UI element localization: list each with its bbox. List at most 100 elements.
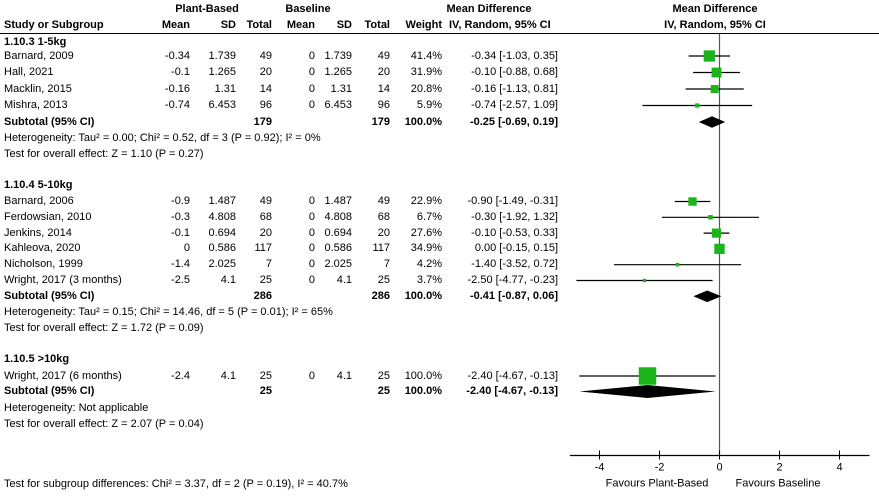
subtotal-diamond bbox=[693, 290, 722, 303]
study-cell: 0 bbox=[308, 66, 315, 78]
study-cell: -0.10 [-0.88, 0.68] bbox=[471, 66, 558, 78]
study-cell: 25 bbox=[259, 274, 272, 286]
subgroup-label: 1.10.3 1-5kg bbox=[4, 35, 67, 48]
study-cell: 7 bbox=[383, 258, 390, 271]
subtotal-weight: 100.0% bbox=[404, 289, 442, 302]
subtotal-total-plant: 286 bbox=[253, 289, 272, 302]
study-cell: -0.90 [-1.49, -0.31] bbox=[467, 195, 559, 207]
study-name: Kahleova, 2020 bbox=[4, 242, 81, 255]
study-cell: -0.3 bbox=[171, 210, 190, 223]
study-cell: 1.739 bbox=[324, 49, 352, 62]
study-cell: -2.40 [-4.67, -0.13] bbox=[467, 369, 559, 382]
subtotal-diamond bbox=[698, 116, 726, 128]
study-cell: 25 bbox=[377, 369, 390, 382]
study-cell: 20 bbox=[259, 66, 272, 78]
effect-square bbox=[638, 367, 657, 385]
study-name: Jenkins, 2014 bbox=[4, 226, 72, 239]
study-cell: 0 bbox=[308, 49, 315, 62]
study-cell: -0.30 [-1.92, 1.32] bbox=[471, 210, 558, 223]
subtotal-ci: -0.25 [-0.69, 0.19] bbox=[469, 115, 558, 128]
axis-tick-label: -2 bbox=[655, 462, 665, 474]
subtotal-weight: 100.0% bbox=[404, 385, 442, 397]
subtotal-ci: -0.41 [-0.87, 0.06] bbox=[469, 289, 558, 302]
study-cell: 20 bbox=[377, 226, 390, 239]
column-header-weight-6: Weight bbox=[405, 18, 442, 31]
plot-title-line1: Mean Difference bbox=[672, 3, 758, 15]
subgroup-label: 1.10.4 5-10kg bbox=[4, 179, 73, 191]
subtotal-label: Subtotal (95% CI) bbox=[4, 385, 95, 397]
study-cell: -2.4 bbox=[171, 369, 190, 382]
column-header-study: Study or Subgroup bbox=[4, 19, 104, 31]
study-cell: 6.7% bbox=[416, 210, 442, 223]
effect-square bbox=[711, 67, 722, 78]
study-cell: 20 bbox=[377, 66, 390, 78]
study-cell: 25 bbox=[259, 369, 272, 382]
study-cell: 4.808 bbox=[208, 210, 236, 223]
subtotal-total-baseline: 286 bbox=[371, 289, 390, 302]
subtotal-total-baseline: 25 bbox=[377, 385, 390, 397]
study-cell: 22.9% bbox=[410, 195, 442, 207]
study-cell: 0.00 [-0.15, 0.15] bbox=[474, 242, 558, 255]
study-cell: -2.50 [-4.77, -0.23] bbox=[467, 274, 559, 286]
study-cell: 49 bbox=[259, 195, 272, 207]
study-cell: 0 bbox=[308, 274, 315, 286]
subgroup-label: 1.10.5 >10kg bbox=[4, 353, 70, 365]
study-cell: -0.34 [-1.03, 0.35] bbox=[471, 49, 558, 62]
effect-square bbox=[675, 262, 680, 267]
header-separator-line bbox=[0, 32, 879, 35]
subtotal-diamond bbox=[579, 385, 716, 398]
axis-tick-label: -4 bbox=[595, 462, 605, 474]
study-cell: 5.9% bbox=[416, 99, 442, 111]
study-cell: 4.808 bbox=[324, 210, 352, 223]
column-header-sd-4: SD bbox=[336, 18, 352, 31]
study-cell: 100.0% bbox=[404, 369, 442, 382]
study-cell: 4.1 bbox=[220, 274, 236, 286]
study-name: Macklin, 2015 bbox=[4, 82, 72, 95]
study-cell: 1.487 bbox=[324, 195, 352, 207]
study-cell: 1.31 bbox=[330, 82, 352, 95]
heterogeneity-stats: Heterogeneity: Tau² = 0.15; Chi² = 14.46… bbox=[4, 306, 333, 319]
study-cell: 3.7% bbox=[416, 274, 442, 286]
study-cell: 4.1 bbox=[336, 369, 352, 382]
study-cell: -0.74 bbox=[164, 99, 190, 111]
study-cell: 6.453 bbox=[324, 99, 352, 111]
study-cell: 2.025 bbox=[208, 258, 236, 271]
study-cell: 6.453 bbox=[208, 99, 236, 111]
study-cell: 0 bbox=[183, 242, 190, 255]
study-cell: 0 bbox=[308, 369, 315, 382]
overall-effect-test: Test for overall effect: Z = 1.72 (P = 0… bbox=[4, 322, 204, 335]
study-cell: 14 bbox=[259, 82, 272, 95]
study-name: Barnard, 2009 bbox=[4, 49, 74, 62]
study-name: Barnard, 2006 bbox=[4, 195, 74, 207]
heterogeneity-stats: Heterogeneity: Not applicable bbox=[4, 401, 149, 414]
study-cell: 0.586 bbox=[324, 242, 352, 255]
effect-square bbox=[688, 197, 697, 206]
study-cell: 49 bbox=[377, 49, 390, 62]
study-name: Wright, 2017 (6 months) bbox=[4, 369, 122, 382]
study-cell: 49 bbox=[377, 195, 390, 207]
study-cell: 0.694 bbox=[324, 226, 352, 239]
overall-effect-test: Test for overall effect: Z = 1.10 (P = 0… bbox=[4, 148, 204, 160]
subtotal-total-baseline: 179 bbox=[371, 115, 390, 128]
study-cell: 68 bbox=[377, 210, 390, 223]
study-cell: 4.1 bbox=[220, 369, 236, 382]
effect-square bbox=[703, 50, 715, 62]
effect-square bbox=[711, 228, 722, 238]
study-cell: 1.265 bbox=[324, 66, 352, 78]
axis-tick-label: 4 bbox=[836, 462, 842, 474]
study-name: Wright, 2017 (3 months) bbox=[4, 274, 122, 286]
column-group-baseline: Baseline bbox=[285, 3, 331, 15]
study-cell: 0.694 bbox=[208, 226, 236, 239]
column-header-iv-ci: IV, Random, 95% CI bbox=[449, 19, 551, 31]
study-cell: 1.739 bbox=[208, 49, 236, 62]
study-cell: 0.586 bbox=[208, 242, 236, 255]
study-cell: -0.1 bbox=[171, 226, 190, 239]
subtotal-ci: -2.40 [-4.67, -0.13] bbox=[466, 385, 558, 397]
favours-left-label: Favours Plant-Based bbox=[606, 478, 709, 490]
study-cell: 0 bbox=[308, 258, 315, 271]
study-cell: 2.025 bbox=[324, 258, 352, 271]
study-cell: 0 bbox=[308, 195, 315, 207]
study-cell: 20 bbox=[259, 226, 272, 239]
favours-right-label: Favours Baseline bbox=[736, 478, 821, 490]
